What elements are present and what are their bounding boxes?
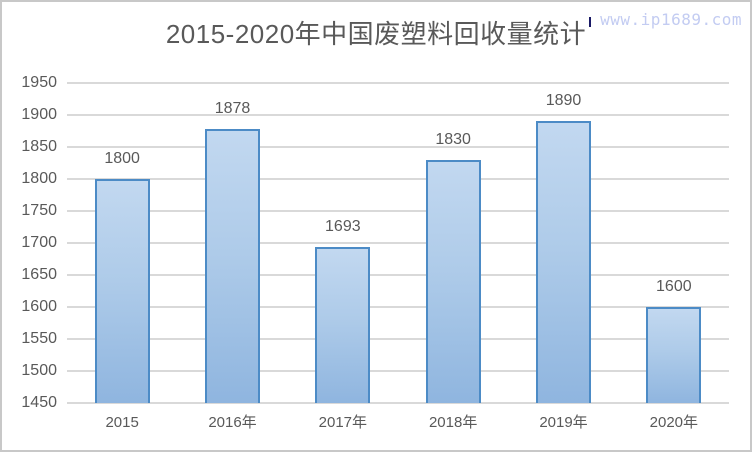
bar-value-label: 1800 [104, 150, 140, 167]
y-tick-label: 1950 [21, 74, 57, 91]
bar-2020年 [646, 307, 702, 403]
bar-value-label: 1600 [656, 278, 692, 295]
gridline [67, 370, 729, 372]
x-axis-line [67, 402, 729, 404]
gridline [67, 178, 729, 180]
gridline [67, 114, 729, 116]
bar-value-label: 1878 [214, 100, 251, 118]
y-tick-label: 1550 [21, 330, 57, 347]
bar-2016年 [205, 129, 260, 403]
y-tick-label: 1450 [21, 394, 57, 411]
y-tick-label: 1700 [21, 234, 57, 251]
bar-2015 [94, 179, 150, 403]
y-tick-label: 1800 [21, 170, 57, 187]
bar-2018年 [425, 159, 481, 403]
x-tick-label: 2016年 [208, 414, 257, 431]
x-tick-label: 2015 [105, 414, 139, 431]
gridline [67, 242, 729, 244]
gridline [67, 146, 729, 148]
gridline [67, 82, 729, 84]
watermark-tick-icon [589, 17, 592, 27]
watermark-text: www.ip1689.com [600, 10, 742, 29]
chart-title: 2015-2020年中国废塑料回收量统计 [165, 19, 587, 49]
y-tick-label: 1600 [21, 298, 57, 315]
y-tick-label: 1850 [21, 138, 57, 155]
bar-value-label: 1693 [325, 218, 361, 236]
gridline [67, 338, 729, 340]
bar-2019年 [536, 121, 591, 403]
bar-2017年 [315, 247, 371, 403]
x-tick-label: 2018年 [428, 414, 478, 431]
y-tick-label: 1500 [21, 362, 57, 379]
x-tick-label: 2017年 [318, 414, 368, 431]
x-tick-label: 2019年 [539, 414, 588, 431]
y-tick-label: 1750 [21, 202, 57, 219]
bar-value-label: 1830 [435, 130, 471, 148]
y-tick-label: 1650 [21, 266, 57, 283]
x-tick-label: 2020年 [649, 414, 699, 431]
gridline [67, 274, 729, 276]
gridline [67, 210, 729, 212]
y-tick-label: 1900 [21, 106, 57, 123]
bar-value-label: 1890 [545, 92, 582, 110]
watermark: www.ip1689.com [589, 12, 742, 28]
gridline [67, 306, 729, 308]
